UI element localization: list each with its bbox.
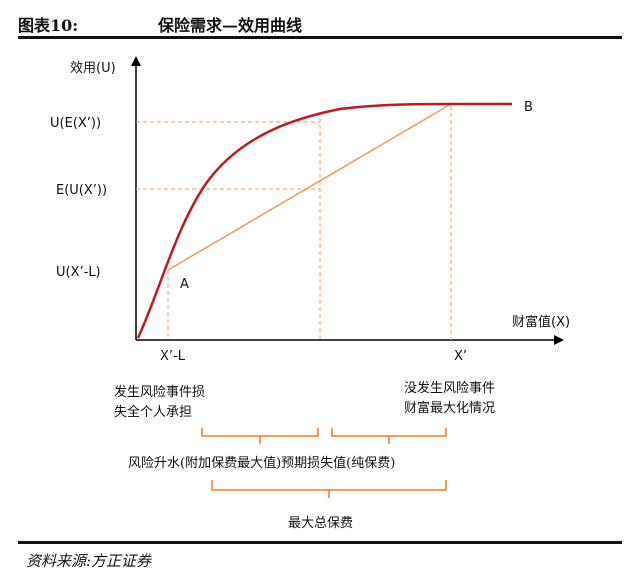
brace-total	[211, 480, 447, 498]
note-loss-line2: 失全个人承担	[114, 404, 192, 420]
top-rule	[18, 36, 622, 39]
point-b-label: B	[524, 100, 533, 115]
brace-risk-premium	[201, 428, 319, 444]
braces	[201, 428, 447, 498]
figure-header: 图表10: 保险需求—效用曲线	[18, 8, 622, 36]
ytick-e-ux: E(U(X’))	[56, 183, 107, 198]
xtick-x-minus-l: X’-L	[160, 349, 186, 364]
figure-label: 图表10:	[18, 16, 79, 35]
ytick-u-ex: U(E(X’))	[50, 116, 101, 131]
brace-expected-loss	[331, 428, 447, 444]
x-axis-label: 财富值(X)	[512, 314, 570, 330]
note-total: 最大总保费	[288, 516, 353, 531]
expected-utility-chord	[167, 103, 452, 271]
note-premium-split: 风险升水(附加保费最大值)预期损失值(纯保费)	[128, 455, 395, 471]
xtick-x-prime: X’	[454, 349, 467, 364]
point-a-label: A	[180, 277, 189, 292]
bottom-rule	[18, 541, 622, 544]
note-loss-line1: 发生风险事件损	[114, 384, 205, 400]
note-noloss-line2: 财富最大化情况	[404, 400, 495, 416]
guide-lines	[136, 106, 452, 340]
ytick-u-xl: U(X’-L)	[56, 265, 101, 280]
figure-title: 保险需求—效用曲线	[158, 16, 303, 35]
note-noloss-line1: 没发生风险事件	[404, 380, 495, 396]
source-note: 资料来源:方正证券	[26, 552, 152, 570]
utility-curve	[136, 102, 512, 339]
y-axis-label: 效用(U)	[70, 61, 116, 76]
